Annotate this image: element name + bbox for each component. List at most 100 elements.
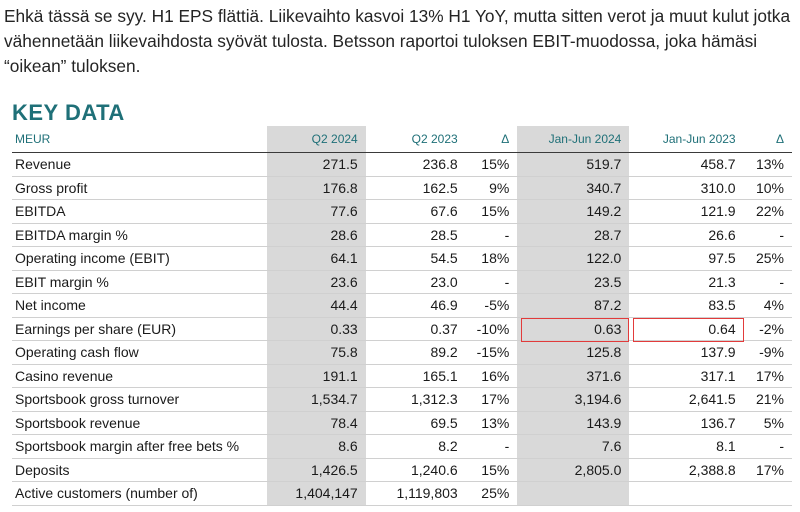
delta-quarter: 15% xyxy=(465,152,518,177)
jan-jun-2023-value: 97.5 xyxy=(629,246,744,271)
delta-quarter: 25% xyxy=(465,481,518,506)
table-row: Sportsbook revenue 78.4 69.5 13% 143.9 136.7 5… xyxy=(12,411,792,435)
table-header-row: MEUR Q2 2024 Q2 2023 Δ Jan-Jun 2024 Jan-… xyxy=(12,126,792,153)
q2-2024-value: 1,426.5 xyxy=(266,458,366,482)
jan-jun-2023-value: 8.1 xyxy=(629,434,744,459)
row-label: Sportsbook gross turnover xyxy=(12,387,267,412)
q2-2024-value: 78.4 xyxy=(266,411,366,435)
delta-half-year: - xyxy=(743,223,792,247)
q2-2024-value: 176.8 xyxy=(266,176,366,200)
jan-jun-2024-value: 23.5 xyxy=(517,270,630,294)
delta-quarter: 13% xyxy=(465,411,518,435)
jan-jun-2024-value: 122.0 xyxy=(517,246,630,271)
q2-2023-value: 23.0 xyxy=(365,270,466,294)
jan-jun-2023-value: 2,641.5 xyxy=(629,387,744,412)
delta-half-year: 4% xyxy=(743,293,792,318)
q2-2024-value: 75.8 xyxy=(266,340,366,365)
table-row: Sportsbook gross turnover 1,534.7 1,312.3 1… xyxy=(12,387,792,412)
table-body: Revenue 271.5 236.8 15% 519.7 458.7 13% Gross p… xyxy=(12,152,792,506)
row-label: EBITDA xyxy=(12,199,267,224)
delta-quarter: 15% xyxy=(465,199,518,224)
row-label: Net income xyxy=(12,293,267,318)
jan-jun-2023-value: 458.7 xyxy=(629,152,744,177)
header-q2-2023: Q2 2023 xyxy=(365,126,466,153)
table-row: Operating income (EBIT) 64.1 54.5 18% 122.0 9… xyxy=(12,246,792,271)
table-row: Gross profit 176.8 162.5 9% 340.7 310.0 10% xyxy=(12,176,792,200)
header-meur: MEUR xyxy=(12,126,267,153)
table-row: Operating cash flow 75.8 89.2 -15% 125.8 137.… xyxy=(12,340,792,365)
jan-jun-2023-value-highlighted: 0.64 xyxy=(629,317,744,341)
jan-jun-2023-value: 26.6 xyxy=(629,223,744,247)
q2-2023-value: 162.5 xyxy=(365,176,466,200)
jan-jun-2023-value: 136.7 xyxy=(629,411,744,435)
table-row: Casino revenue 191.1 165.1 16% 371.6 317.1 17% xyxy=(12,364,792,388)
q2-2023-value: 165.1 xyxy=(365,364,466,388)
row-label: Sportsbook revenue xyxy=(12,411,267,435)
delta-half-year: - xyxy=(743,270,792,294)
q2-2023-value: 69.5 xyxy=(365,411,466,435)
q2-2024-value: 191.1 xyxy=(266,364,366,388)
row-label: Earnings per share (EUR) xyxy=(12,317,267,341)
jan-jun-2024-value: 371.6 xyxy=(517,364,630,388)
row-label: Casino revenue xyxy=(12,364,267,388)
delta-half-year: -2% xyxy=(743,317,792,341)
delta-half-year: - xyxy=(743,434,792,459)
row-label: EBITDA margin % xyxy=(12,223,267,247)
delta-half-year: 25% xyxy=(743,246,792,271)
jan-jun-2024-value: 3,194.6 xyxy=(517,387,630,412)
delta-quarter: - xyxy=(465,223,518,247)
q2-2024-value: 0.33 xyxy=(266,317,366,341)
table-row: Earnings per share (EUR) 0.33 0.37 -10% 0.63… xyxy=(12,317,792,341)
jan-jun-2023-value: 121.9 xyxy=(629,199,744,224)
q2-2024-value: 1,404,147 xyxy=(266,481,366,506)
jan-jun-2024-value-highlighted: 0.63 xyxy=(517,317,630,341)
jan-jun-2023-value: 21.3 xyxy=(629,270,744,294)
delta-quarter: -10% xyxy=(465,317,518,341)
jan-jun-2024-value: 149.2 xyxy=(517,199,630,224)
table-row: Deposits 1,426.5 1,240.6 15% 2,805.0 2,388.8 1… xyxy=(12,458,792,482)
header-jan-jun-2024: Jan-Jun 2024 xyxy=(517,126,630,153)
q2-2023-value: 46.9 xyxy=(365,293,466,318)
q2-2024-value: 64.1 xyxy=(266,246,366,271)
table-row: Active customers (number of) 1,404,147 1,1… xyxy=(12,481,792,506)
delta-half-year: -9% xyxy=(743,340,792,365)
jan-jun-2024-value xyxy=(517,481,630,506)
delta-quarter: 15% xyxy=(465,458,518,482)
table-row: EBITDA margin % 28.6 28.5-28.7 26.6- xyxy=(12,223,792,247)
header-q2-2024: Q2 2024 xyxy=(266,126,366,153)
row-label: Sportsbook margin after free bets % xyxy=(12,434,267,459)
key-data-table: MEUR Q2 2024 Q2 2023 Δ Jan-Jun 2024 Jan-… xyxy=(12,126,792,506)
table-row: Sportsbook margin after free bets % 8.6 8.… xyxy=(12,434,792,459)
q2-2023-value: 28.5 xyxy=(365,223,466,247)
jan-jun-2024-value: 519.7 xyxy=(517,152,630,177)
table-row: Net income 44.4 46.9 -5% 87.2 83.5 4% xyxy=(12,293,792,318)
row-label: Revenue xyxy=(12,152,267,177)
q2-2023-value: 54.5 xyxy=(365,246,466,271)
jan-jun-2024-value: 87.2 xyxy=(517,293,630,318)
delta-half-year: 17% xyxy=(743,458,792,482)
q2-2023-value: 8.2 xyxy=(365,434,466,459)
q2-2023-value: 67.6 xyxy=(365,199,466,224)
jan-jun-2023-value: 83.5 xyxy=(629,293,744,318)
delta-half-year xyxy=(743,481,792,506)
table-row: EBIT margin % 23.6 23.0-23.5 21.3- xyxy=(12,270,792,294)
delta-half-year: 22% xyxy=(743,199,792,224)
q2-2024-value: 44.4 xyxy=(266,293,366,318)
q2-2024-value: 23.6 xyxy=(266,270,366,294)
row-label: Operating cash flow xyxy=(12,340,267,365)
row-label: Gross profit xyxy=(12,176,267,200)
delta-half-year: 21% xyxy=(743,387,792,412)
q2-2023-value: 236.8 xyxy=(365,152,466,177)
q2-2024-value: 28.6 xyxy=(266,223,366,247)
jan-jun-2024-value: 2,805.0 xyxy=(517,458,630,482)
jan-jun-2023-value: 317.1 xyxy=(629,364,744,388)
delta-quarter: 9% xyxy=(465,176,518,200)
header-delta-half-year: Δ xyxy=(743,126,792,153)
section-title: KEY DATA xyxy=(12,100,125,125)
jan-jun-2024-value: 28.7 xyxy=(517,223,630,247)
delta-half-year: 17% xyxy=(743,364,792,388)
delta-half-year: 13% xyxy=(743,152,792,177)
key-data-table-container: MEUR Q2 2024 Q2 2023 Δ Jan-Jun 2024 Jan-… xyxy=(12,126,792,506)
q2-2023-value: 89.2 xyxy=(365,340,466,365)
q2-2024-value: 8.6 xyxy=(266,434,366,459)
